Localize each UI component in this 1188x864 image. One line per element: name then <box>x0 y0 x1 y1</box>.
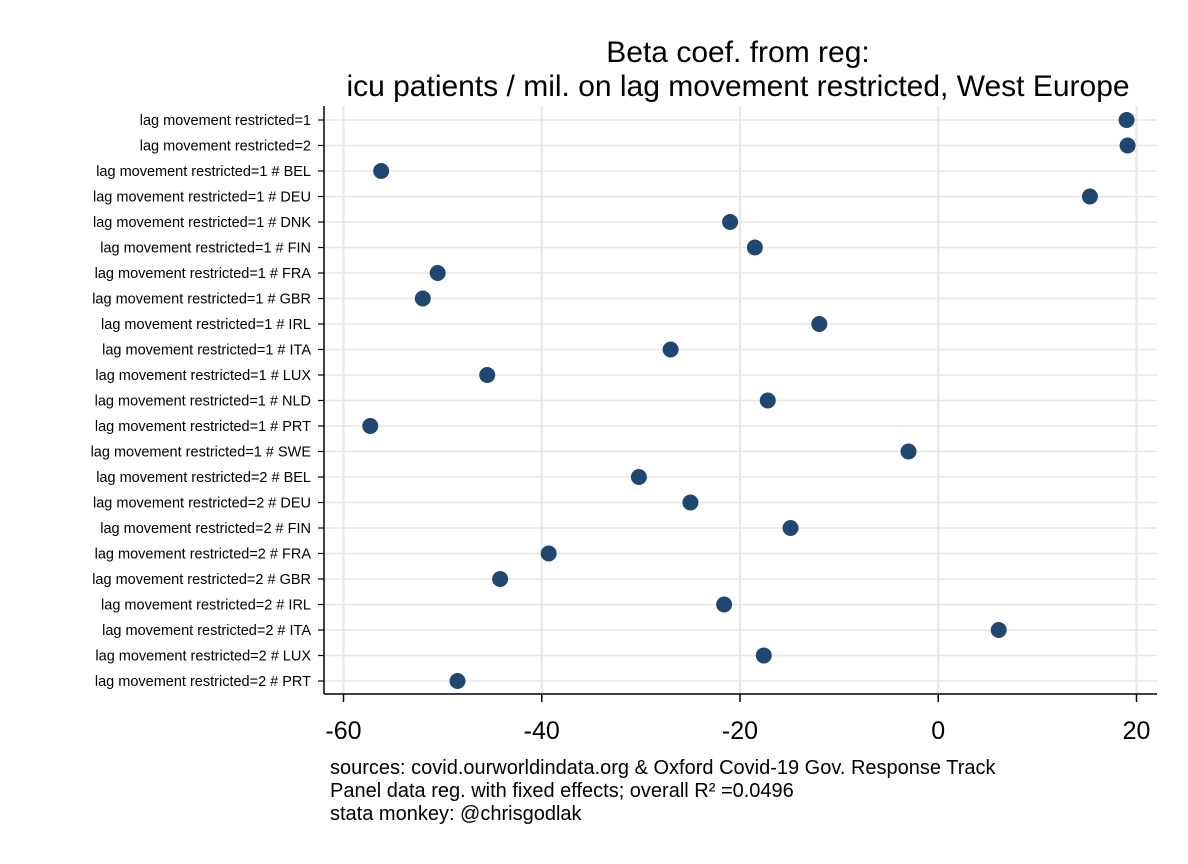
chart-title-line-1: Beta coef. from reg: <box>606 36 869 69</box>
coef-point <box>540 545 557 562</box>
coef-point <box>759 392 776 409</box>
category-label: lag movement restricted=1 # LUX <box>95 368 311 384</box>
coef-point <box>811 316 828 332</box>
category-label: lag movement restricted=2 # IRL <box>101 598 311 614</box>
category-label: lag movement restricted=2 # PRT <box>95 674 311 690</box>
category-label: lag movement restricted=2 # DEU <box>93 496 311 512</box>
coef-point <box>662 341 679 358</box>
coef-point <box>479 367 496 383</box>
category-label: lag movement restricted=2 # FRA <box>95 547 312 563</box>
coef-point <box>782 520 799 536</box>
grid-layer <box>324 106 1157 694</box>
category-labels: lag movement restricted=1 lag movement re… <box>91 113 312 690</box>
coef-point <box>630 469 647 485</box>
category-label: lag movement restricted=1 # FIN <box>100 241 311 257</box>
coef-point <box>722 214 739 230</box>
category-label: lag movement restricted=1 # GBR <box>92 292 311 308</box>
coef-point <box>716 596 733 613</box>
coef-point <box>492 571 509 587</box>
coef-point <box>362 418 379 434</box>
coef-point <box>1118 112 1135 128</box>
category-label: lag movement restricted=1 # DNK <box>93 215 311 231</box>
x-tick-label: -40 <box>524 717 560 745</box>
x-tick-label: -20 <box>722 717 758 745</box>
axis-layer: -60 -40 -20 0 20 <box>318 106 1157 745</box>
category-label: lag movement restricted=1 # PRT <box>95 419 311 435</box>
coef-point <box>1081 188 1098 205</box>
category-label: lag movement restricted=2 # FIN <box>100 521 311 537</box>
x-tick-label: -60 <box>325 717 361 745</box>
category-label: lag movement restricted=2 # ITA <box>102 623 311 639</box>
coef-point <box>414 290 431 307</box>
category-label: lag movement restricted=2 # LUX <box>95 649 311 665</box>
category-label: lag movement restricted=2 # BEL <box>96 470 311 486</box>
category-label: lag movement restricted=1 # NLD <box>95 394 311 410</box>
coef-point <box>373 163 390 179</box>
author-note: stata monkey: @chrisgodlak <box>330 803 582 825</box>
coef-point <box>900 443 917 460</box>
x-tick-label: 20 <box>1123 717 1151 745</box>
category-label: lag movement restricted=1 # ITA <box>102 343 311 359</box>
data-points <box>362 112 1136 689</box>
category-label: lag movement restricted=2 <box>140 139 311 155</box>
coef-point <box>449 673 466 689</box>
category-label: lag movement restricted=1 # IRL <box>101 317 311 333</box>
coef-point <box>1119 137 1136 154</box>
chart-title-line-2: icu patients / mil. on lag movement rest… <box>346 70 1129 103</box>
coef-point <box>990 622 1007 638</box>
coef-point <box>682 494 699 511</box>
category-label: lag movement restricted=1 <box>140 113 311 129</box>
regression-note: Panel data reg. with fixed effects; over… <box>330 780 794 802</box>
category-label: lag movement restricted=1 # SWE <box>91 445 312 461</box>
coef-point <box>755 647 772 664</box>
source-note: sources: covid.ourworldindata.org & Oxfo… <box>330 757 996 779</box>
category-label: lag movement restricted=1 # BEL <box>96 164 311 180</box>
coef-point <box>746 239 763 256</box>
category-label: lag movement restricted=2 # GBR <box>92 572 311 588</box>
category-label: lag movement restricted=1 # DEU <box>93 190 311 206</box>
x-tick-label: 0 <box>931 717 945 745</box>
category-label: lag movement restricted=1 # FRA <box>95 266 312 282</box>
coef-point <box>429 265 446 281</box>
